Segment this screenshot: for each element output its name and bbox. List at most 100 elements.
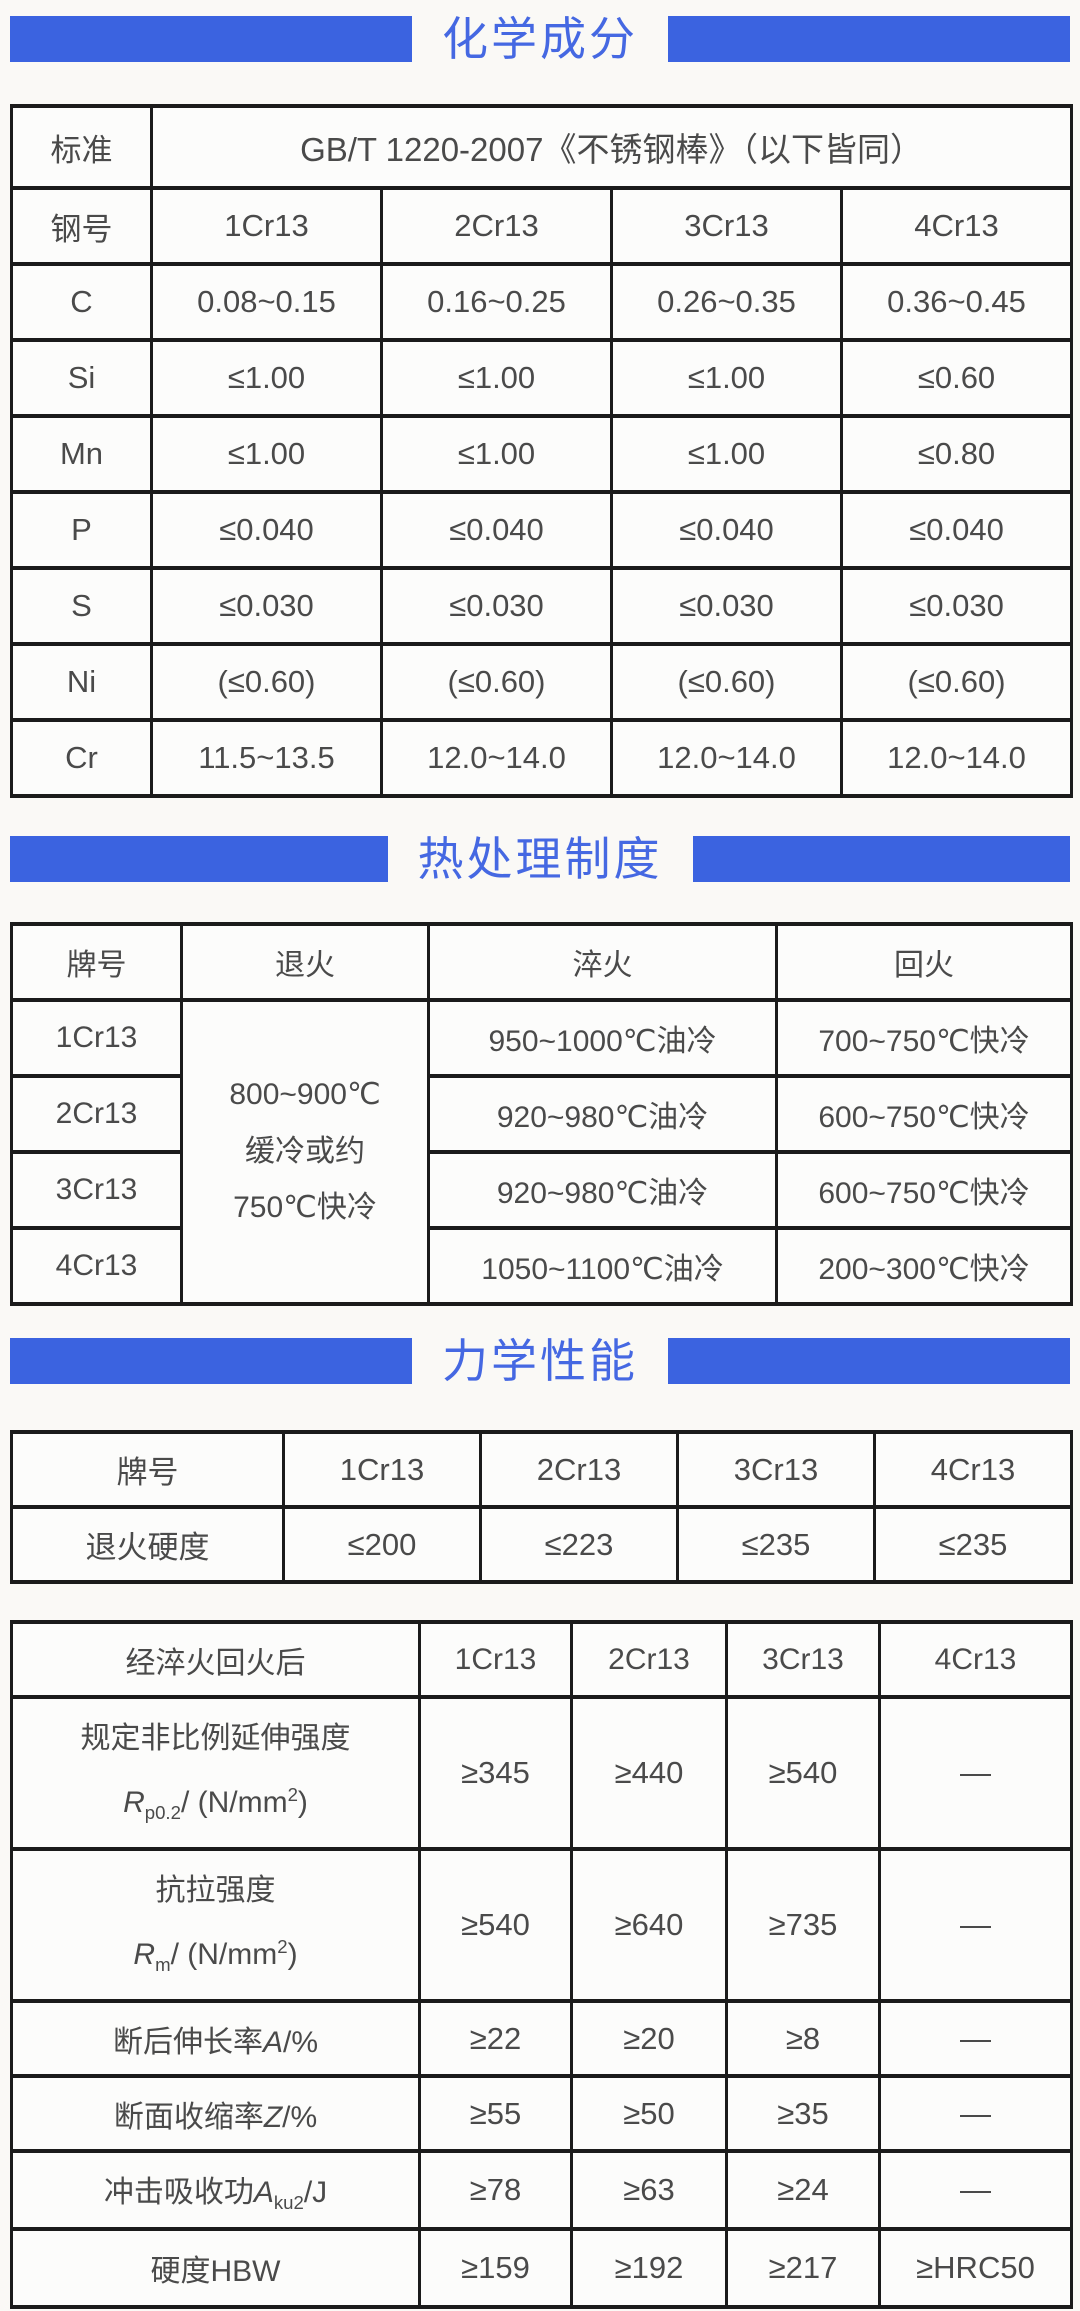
section-title-chemistry: 化学成分 xyxy=(10,14,1070,64)
property-value: ≥217 xyxy=(725,2227,881,2309)
element-value: ≤0.040 xyxy=(610,490,843,570)
heat-header: 回火 xyxy=(775,922,1073,1002)
mech-row-hardness: 硬度HBW ≥159 ≥192 ≥217 ≥HRC50 xyxy=(10,2227,1073,2309)
property-value: ≥8 xyxy=(725,1999,881,2078)
standard-row: 标准 GB/T 1220-2007《不锈钢棒》（以下皆同） xyxy=(10,104,1074,190)
element-value: 0.08~0.15 xyxy=(150,262,383,342)
grade-cell: 4Cr13 xyxy=(839,186,1074,266)
mech-row-proof-strength: 规定非比例延伸强度 Rp0.2/ (N/mm2) ≥345 ≥440 ≥540 … xyxy=(10,1695,1073,1851)
heat-row-4cr13: 4Cr13 1050~1100℃油冷 200~300℃快冷 xyxy=(10,1226,1073,1306)
heat-row-1cr13: 1Cr13 800~900℃ 缓冷或约 750℃快冷 950~1000℃油冷 7… xyxy=(10,998,1073,1306)
section-title-text: 热处理制度 xyxy=(417,832,663,885)
element-value: ≤0.030 xyxy=(839,566,1074,646)
hardness-value-row: 退火硬度 ≤200 ≤223 ≤235 ≤235 xyxy=(10,1505,1073,1584)
hardness-value: ≤223 xyxy=(479,1505,679,1584)
element-value: ≤0.030 xyxy=(610,566,843,646)
element-value: ≤1.00 xyxy=(150,414,383,494)
property-value: ≥55 xyxy=(418,2074,573,2153)
heat-header: 淬火 xyxy=(427,922,778,1002)
section-title-heat-treatment: 热处理制度 xyxy=(10,834,1070,884)
title-bar-right xyxy=(668,1338,1070,1384)
mech-row-reduction-of-area: 断面收缩率Z/% ≥55 ≥50 ≥35 — xyxy=(10,2074,1073,2153)
heat-header: 牌号 xyxy=(10,922,183,1002)
element-value: (≤0.60) xyxy=(839,642,1074,722)
element-symbol: Mn xyxy=(10,414,153,494)
property-value: — xyxy=(878,1847,1073,2003)
heat-grade: 4Cr13 xyxy=(10,1226,183,1306)
hardness-value: ≤200 xyxy=(282,1505,482,1584)
annealing-line: 缓冷或约 xyxy=(245,1134,365,1168)
property-value: ≥63 xyxy=(570,2149,728,2231)
temper-value: 600~750℃快冷 xyxy=(775,1150,1073,1230)
element-value: ≤1.00 xyxy=(380,338,613,418)
element-symbol: Cr xyxy=(10,718,153,798)
grade-cell: 1Cr13 xyxy=(282,1430,482,1509)
element-value: ≤0.040 xyxy=(380,490,613,570)
heat-treatment-table: 牌号 退火 淬火 回火 1Cr13 800~900℃ 缓冷或约 750℃快冷 9… xyxy=(10,922,1073,1306)
grade-label: 牌号 xyxy=(10,1430,285,1509)
title-bar-right xyxy=(668,16,1070,62)
element-value: 11.5~13.5 xyxy=(150,718,383,798)
property-value: ≥735 xyxy=(725,1847,881,2003)
element-row-ni: Ni (≤0.60) (≤0.60) (≤0.60) (≤0.60) xyxy=(10,642,1074,722)
property-value: ≥640 xyxy=(570,1847,728,2003)
property-formula: Rp0.2/ (N/mm2) xyxy=(123,1784,308,1824)
temper-value: 700~750℃快冷 xyxy=(775,998,1073,1078)
property-value: ≥22 xyxy=(418,1999,573,2078)
element-value: (≤0.60) xyxy=(380,642,613,722)
heat-grade: 3Cr13 xyxy=(10,1150,183,1230)
element-row-mn: Mn ≤1.00 ≤1.00 ≤1.00 ≤0.80 xyxy=(10,414,1074,494)
property-value: ≥345 xyxy=(418,1695,573,1851)
grade-cell: 3Cr13 xyxy=(676,1430,876,1509)
element-value: ≤1.00 xyxy=(150,338,383,418)
hardness-header-row: 牌号 1Cr13 2Cr13 3Cr13 4Cr13 xyxy=(10,1430,1073,1509)
property-value: — xyxy=(878,2149,1073,2231)
element-symbol: S xyxy=(10,566,153,646)
element-symbol: Ni xyxy=(10,642,153,722)
element-value: ≤1.00 xyxy=(610,338,843,418)
element-value: (≤0.60) xyxy=(610,642,843,722)
property-value: — xyxy=(878,2074,1073,2153)
property-value: ≥540 xyxy=(725,1695,881,1851)
property-value: — xyxy=(878,1695,1073,1851)
property-value: ≥50 xyxy=(570,2074,728,2153)
property-value: ≥20 xyxy=(570,1999,728,2078)
temper-value: 600~750℃快冷 xyxy=(775,1074,1073,1154)
grade-cell: 1Cr13 xyxy=(150,186,383,266)
element-value: ≤1.00 xyxy=(380,414,613,494)
element-symbol: C xyxy=(10,262,153,342)
standard-value: GB/T 1220-2007《不锈钢棒》（以下皆同） xyxy=(149,104,1074,190)
title-bar-right xyxy=(692,836,1070,882)
element-value: 12.0~14.0 xyxy=(839,718,1074,798)
hardness-row-label: 退火硬度 xyxy=(10,1505,285,1584)
property-label: 断面收缩率Z/% xyxy=(10,2074,421,2153)
annealing-line: 800~900℃ xyxy=(229,1078,381,1112)
property-value: ≥540 xyxy=(418,1847,573,2003)
grade-cell: 2Cr13 xyxy=(570,1620,728,1699)
title-bar-left xyxy=(10,836,388,882)
property-name: 抗拉强度 xyxy=(155,1874,276,1908)
quench-value: 920~980℃油冷 xyxy=(427,1150,778,1230)
grade-header-row: 钢号 1Cr13 2Cr13 3Cr13 4Cr13 xyxy=(10,186,1074,266)
quench-value: 950~1000℃油冷 xyxy=(427,998,778,1078)
standard-label: 标准 xyxy=(10,104,153,190)
mech-row-elongation: 断后伸长率A/% ≥22 ≥20 ≥8 — xyxy=(10,1999,1073,2078)
element-value: ≤0.030 xyxy=(380,566,613,646)
element-value: ≤0.040 xyxy=(150,490,383,570)
element-row-c: C 0.08~0.15 0.16~0.25 0.26~0.35 0.36~0.4… xyxy=(10,262,1074,342)
element-value: 12.0~14.0 xyxy=(380,718,613,798)
title-bar-left xyxy=(10,16,412,62)
property-label: 硬度HBW xyxy=(10,2227,421,2309)
property-value: — xyxy=(878,1999,1073,2078)
grade-cell: 3Cr13 xyxy=(725,1620,881,1699)
property-label: 抗拉强度 Rm/ (N/mm2) xyxy=(10,1847,421,2003)
element-value: ≤0.80 xyxy=(839,414,1074,494)
property-value: ≥24 xyxy=(725,2149,881,2231)
element-row-si: Si ≤1.00 ≤1.00 ≤1.00 ≤0.60 xyxy=(10,338,1074,418)
element-symbol: P xyxy=(10,490,153,570)
section-title-text: 化学成分 xyxy=(442,12,638,65)
annealing-schedule: 800~900℃ 缓冷或约 750℃快冷 xyxy=(187,1078,423,1226)
title-bar-left xyxy=(10,1338,412,1384)
property-label: 规定非比例延伸强度 Rp0.2/ (N/mm2) xyxy=(10,1695,421,1851)
